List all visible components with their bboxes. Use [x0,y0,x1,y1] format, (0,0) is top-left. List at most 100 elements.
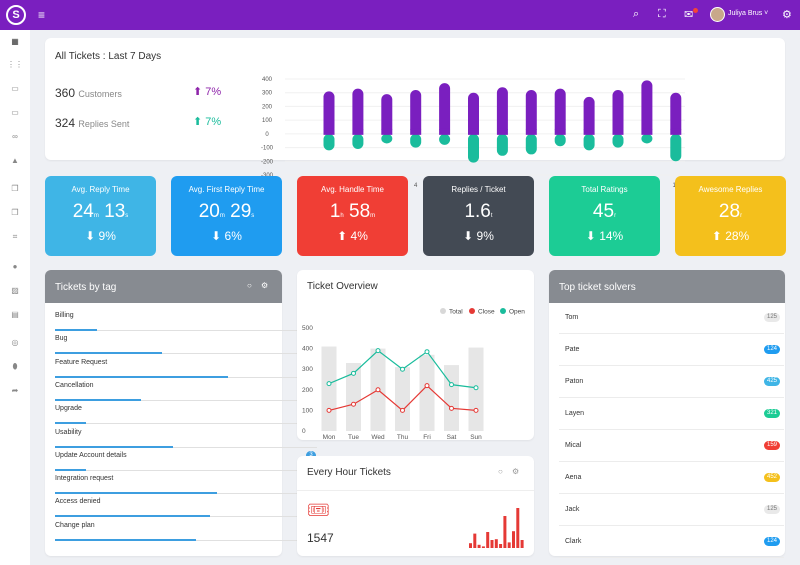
arrow-down-icon: ⬇ [211,229,222,243]
calendar-icon[interactable]: ▤ [11,310,19,319]
notification-dot [693,8,698,13]
bar-negative [410,133,422,148]
settings-gear-icon[interactable]: ⚙ [782,9,792,21]
apps-grid-icon[interactable]: ⋮⋮ [7,60,23,69]
tag-row[interactable]: Access denied5 [55,494,317,518]
tag-row[interactable]: Upgrade5 [55,401,317,425]
spark-bar [494,539,498,548]
solver-row[interactable]: Clark 124 [559,526,784,558]
pin-icon[interactable]: ⬮ [12,362,18,371]
stat-tile-5: Awesome Replies 28r ⬆ 28% [675,176,786,256]
tag-row[interactable]: Usability14 [55,425,317,448]
monitor-icon[interactable]: ▭ [11,108,19,117]
copy-icon[interactable]: ❐ [11,184,19,193]
tile-value: 45r [592,201,617,222]
bar-negative [583,133,595,151]
crop-icon[interactable]: ⌗ [12,232,18,241]
top-ticket-solvers-card: Top ticket solvers Tom 125 Pate 124 Paton 425… [549,270,785,558]
spark-bar [469,543,472,548]
image-icon[interactable]: ▨ [11,286,19,295]
settings-icon[interactable]: ⚙ [512,467,520,476]
bar-total [395,367,410,431]
bar-join [496,128,508,135]
bar-negative [352,133,364,149]
solver-row[interactable]: Jack 125 [559,494,784,526]
fullscreen-icon[interactable]: ⛶ [658,8,666,20]
bar-negative [468,133,479,163]
bar-negative [496,133,508,156]
location-icon[interactable]: ◎ [11,338,19,347]
tile-change: ⬇ 9% [85,229,116,243]
ticket-overview-card: Ticket Overview Total Close Open 0 100 200 300… [297,270,534,440]
y-tick-label: 0 [265,132,269,138]
user-menu[interactable]: Juliya Brus ˅ [728,10,769,17]
solver-name: Mical [565,442,582,449]
tag-row[interactable]: Billing7 [55,308,317,331]
solver-row[interactable]: Layen 321 [559,398,784,430]
link-icon[interactable]: ∞ [12,132,18,141]
every-hour-tickets-card: Every Hour Tickets ○ ⚙ 🎟 1547 [297,456,534,556]
layers-icon[interactable]: ❐ [11,208,19,217]
bar-positive [381,94,393,134]
solver-name: Jack [565,506,580,513]
refresh-icon[interactable]: ○ [247,281,252,290]
arrow-up-icon: ⬆ [193,116,203,128]
tag-row[interactable]: Feature Request13 [55,355,317,378]
legend-label: Total [449,309,463,316]
tag-label: Access denied [55,498,101,506]
solver-name: Pate [565,346,580,353]
solver-row[interactable]: Mical 159 [559,430,784,462]
tag-row[interactable]: Change plan8 [55,518,317,541]
x-tick-label: Tue [348,434,359,440]
arrow-down-icon: ⬇ [463,229,474,243]
bar-negative [525,133,537,155]
x-tick-label: Mon [323,434,336,440]
x-tick-label: Wed [371,434,385,440]
inbox-icon[interactable]: ▭ [11,84,19,93]
bar-positive [554,88,566,134]
share-icon[interactable]: ➦ [11,386,19,395]
palette-icon[interactable]: ● [12,262,18,271]
point [424,383,430,389]
replies-change: ⬆ 7% [193,116,222,128]
settings-icon[interactable]: ⚙ [261,281,269,290]
point [400,407,405,413]
solver-row[interactable]: Tom 125 [559,302,784,334]
warning-icon[interactable]: ▲ [11,156,19,165]
tag-row[interactable]: Bug11 [55,331,317,355]
tag-row[interactable]: Update Account details 3 [55,448,317,471]
point [473,407,479,413]
solver-row[interactable]: Aena 452 [559,462,784,494]
app-logo[interactable]: S [6,5,26,25]
tag-row[interactable]: Cancellation10 [55,378,317,401]
menu-toggle-icon[interactable]: ≡ [38,8,46,22]
solver-row[interactable]: Paton 425 [559,366,784,398]
solver-row[interactable]: Pate 124 [559,334,784,366]
mail-icon[interactable]: ✉ [684,9,694,21]
customers-value: 360 [55,86,76,100]
solver-name: Layen [565,410,585,417]
legend-label: Close [478,309,495,316]
y-tick-label: -200 [261,159,274,165]
dashboard-icon[interactable]: ▦ [11,37,19,46]
tile-value: 24m 13s [72,201,129,222]
card-header: Top ticket solvers [549,270,785,303]
bar-total [321,346,337,431]
spark-bar [499,544,503,548]
bar-negative [439,133,451,145]
tag-label: Upgrade [55,405,82,413]
arrow-up-icon: ⬆ [711,229,722,243]
refresh-icon[interactable]: ○ [498,467,503,476]
tile-change: ⬇ 9% [463,229,494,243]
legend-marker [469,308,475,314]
customers-stat: 360 Customers [55,86,122,100]
x-tick-label: Sat [447,434,457,440]
card-title: Top ticket solvers [559,282,636,293]
tag-row[interactable]: Integration request6 [55,471,317,495]
search-icon[interactable]: ⌕ [633,8,640,20]
x-tick-label: Fri [423,434,431,440]
tag-label: Feature Request [55,358,108,366]
avatar[interactable] [710,7,725,22]
tag-progress-bar [55,398,142,401]
tag-label: Integration request [55,475,114,483]
